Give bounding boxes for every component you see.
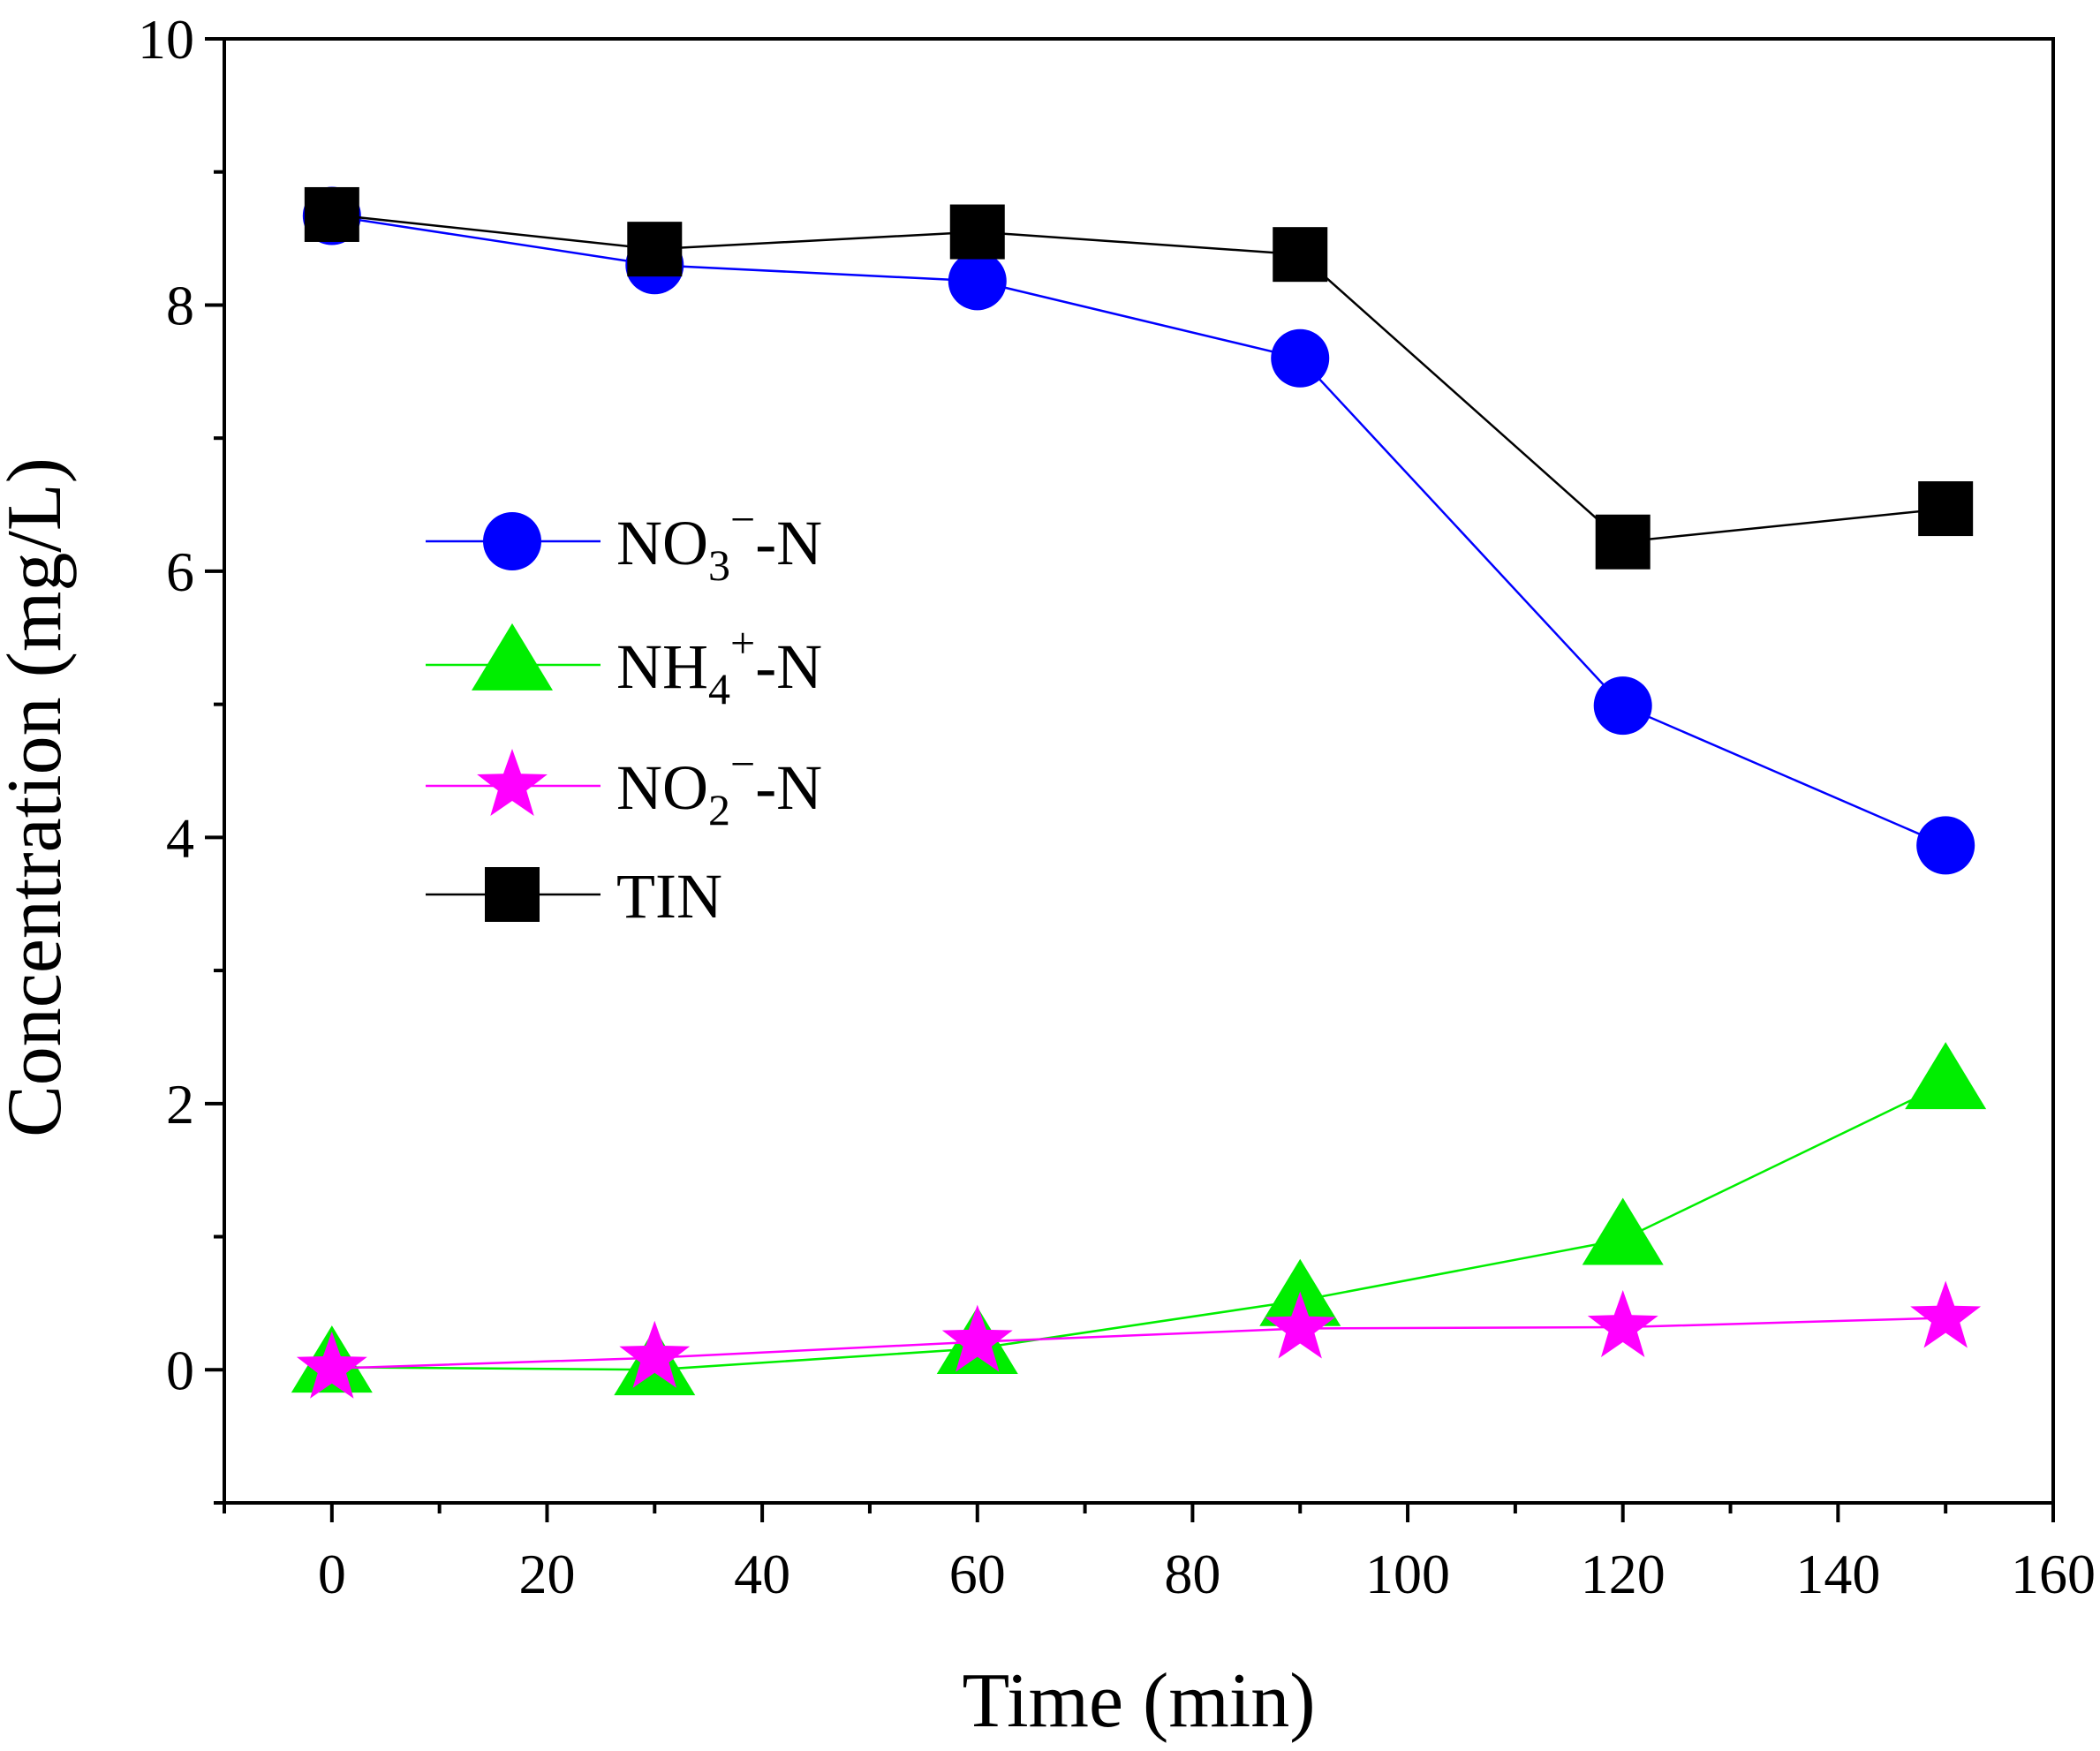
x-tick-label: 100	[1365, 1543, 1450, 1605]
data-point-tin	[949, 204, 1005, 260]
x-tick-label: 140	[1795, 1543, 1880, 1605]
legend-label-main: NO	[616, 752, 708, 823]
series-no2	[296, 1280, 1982, 1399]
series-line-tin	[331, 213, 1946, 543]
data-point-no3	[948, 252, 1007, 311]
legend-marker-no3	[483, 512, 541, 570]
x-axis-title: Time (min)	[962, 1658, 1315, 1744]
series-tin	[304, 186, 1974, 570]
data-point-no2	[1910, 1280, 1982, 1348]
x-tick-label: 160	[2011, 1543, 2096, 1605]
legend-label-tail: -N	[755, 752, 822, 823]
series-line-no2	[331, 1317, 1946, 1370]
legend-item-no2: NO2−-N	[426, 739, 822, 834]
plot-area-frame	[223, 37, 2055, 1505]
data-point-no3	[1271, 328, 1330, 388]
legend-label-main: TIN	[616, 861, 722, 932]
legend-label-tail: -N	[755, 631, 822, 702]
y-axis-title: Concentration (mg/L)	[0, 457, 78, 1137]
legend-item-tin: TIN	[426, 861, 722, 932]
data-point-no2	[1587, 1290, 1658, 1357]
data-point-tin	[1918, 481, 1974, 537]
data-point-nh4	[1905, 1042, 1987, 1110]
data-point-no3	[1916, 816, 1975, 875]
data-point-tin	[304, 186, 359, 242]
y-tick-label: 10	[138, 8, 194, 71]
y-tick-label: 2	[166, 1073, 194, 1136]
legend-item-nh4: NH4+-N	[426, 618, 822, 713]
data-point-tin	[1273, 227, 1328, 283]
x-tick-label: 40	[734, 1543, 790, 1605]
y-tick-label: 0	[166, 1339, 194, 1401]
legend-label-subscript: 2	[708, 785, 730, 834]
legend-label-superscript: −	[730, 739, 755, 789]
x-tick-label: 0	[318, 1543, 346, 1605]
legend-label-nh4: NH4+-N	[616, 618, 822, 713]
data-point-no2	[296, 1331, 367, 1399]
legend-item-no3: NO3−-N	[426, 494, 822, 590]
series-line-nh4	[331, 1083, 1946, 1371]
y-tick-label: 8	[166, 274, 194, 336]
data-point-no2	[1265, 1291, 1336, 1359]
x-tick-label: 80	[1164, 1543, 1220, 1605]
legend-label-main: NO	[616, 508, 708, 578]
data-point-no3	[1593, 676, 1652, 736]
legend-marker-no2	[477, 749, 548, 816]
legend-label-tin: TIN	[616, 861, 722, 932]
x-tick-label: 120	[1581, 1543, 1666, 1605]
legend-label-subscript: 3	[708, 540, 730, 590]
legend-label-no2: NO2−-N	[616, 739, 822, 834]
legend-marker-nh4	[472, 623, 553, 691]
series-line-no3	[331, 215, 1946, 847]
legend-label-tail: -N	[755, 508, 822, 578]
y-tick-label: 4	[166, 806, 194, 869]
x-tick-label: 20	[518, 1543, 575, 1605]
x-tick-label: 60	[949, 1543, 1006, 1605]
legend-label-subscript: 4	[708, 664, 730, 713]
legend-label-superscript: +	[730, 618, 755, 668]
legend-label-main: NH	[616, 631, 708, 702]
legend-marker-tin	[485, 867, 540, 922]
y-tick-label: 6	[166, 540, 194, 603]
data-point-nh4	[1582, 1197, 1664, 1265]
data-point-no2	[941, 1304, 1013, 1372]
axes-layer: 0 20 40 60 80 100 120 140 160 0 2 4 6 8 10	[138, 8, 2096, 1605]
data-point-tin	[627, 222, 683, 277]
series-layer	[291, 186, 1987, 1399]
legend-label-superscript: −	[730, 494, 755, 544]
legend-label-no3: NO3−-N	[616, 494, 822, 590]
data-point-tin	[1595, 514, 1651, 570]
data-point-no2	[619, 1320, 691, 1388]
